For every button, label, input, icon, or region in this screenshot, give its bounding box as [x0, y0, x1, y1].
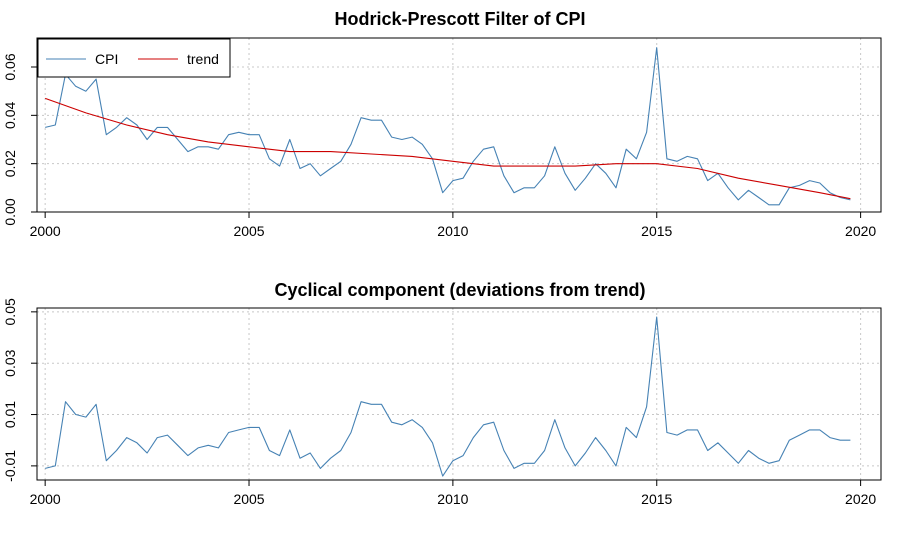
legend-box — [37, 38, 231, 78]
x-tick-label: 2005 — [233, 223, 264, 239]
x-tick-label: 2015 — [641, 223, 672, 239]
grid — [37, 308, 881, 480]
legend: CPI trend — [37, 38, 231, 78]
series-group — [45, 47, 851, 206]
plot-frame — [36, 37, 882, 213]
axes: 2000 2005 2010 2015 2020 -0.01 0.01 0.03 0.05 — [2, 298, 876, 507]
x-tick-label: 2020 — [845, 223, 876, 239]
x-tick-label: 2005 — [233, 491, 264, 507]
series-group — [45, 316, 851, 477]
cpi-trend-panel: Hodrick-Prescott Filter of CPI 2000 2005 2… — [2, 9, 882, 239]
y-tick-label: 0.01 — [2, 401, 18, 428]
legend-label-trend: trend — [187, 51, 219, 67]
y-tick-label: 0.03 — [2, 349, 18, 376]
chart-title: Cyclical component (deviations from tren… — [274, 280, 645, 300]
y-tick-label: -0.01 — [2, 450, 18, 482]
x-tick-label: 2000 — [30, 223, 61, 239]
series-line-cpi — [45, 47, 851, 206]
chart-title: Hodrick-Prescott Filter of CPI — [334, 9, 585, 29]
y-tick-label: 0.05 — [2, 298, 18, 325]
x-tick-label: 2010 — [437, 223, 468, 239]
x-tick-label: 2000 — [30, 491, 61, 507]
axes: 2000 2005 2010 2015 2020 0.00 0.02 0.04 0.06 — [2, 53, 876, 239]
y-tick-label: 0.04 — [2, 101, 18, 128]
y-tick-label: 0.06 — [2, 53, 18, 80]
legend-label-cpi: CPI — [95, 51, 118, 67]
x-tick-label: 2015 — [641, 491, 672, 507]
y-tick-label: 0.00 — [2, 198, 18, 225]
x-tick-label: 2020 — [845, 491, 876, 507]
plot-frame — [36, 307, 882, 481]
series-line-trend — [45, 97, 851, 200]
cyclical-panel: Cyclical component (deviations from tren… — [2, 280, 882, 507]
y-tick-label: 0.02 — [2, 150, 18, 177]
x-tick-label: 2010 — [437, 491, 468, 507]
series-line-cycle — [45, 316, 851, 477]
